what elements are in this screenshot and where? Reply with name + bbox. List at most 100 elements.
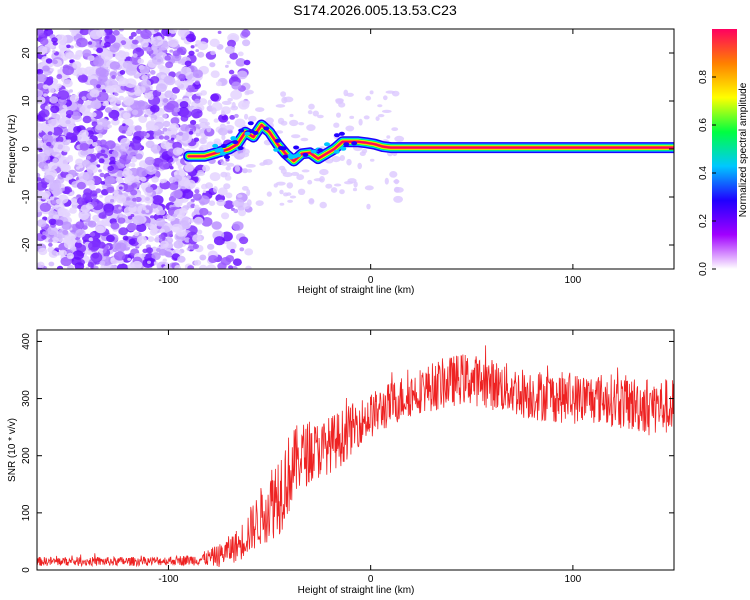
noise-blob xyxy=(52,158,59,163)
noise-blob xyxy=(178,73,186,81)
noise-blob xyxy=(279,202,285,206)
noise-blob xyxy=(275,181,286,186)
noise-blob xyxy=(116,100,121,105)
noise-blob xyxy=(145,247,153,254)
noise-blob xyxy=(62,186,72,195)
noise-blob xyxy=(159,179,165,184)
noise-blob xyxy=(44,174,55,183)
noise-blob xyxy=(145,186,154,193)
noise-blob xyxy=(133,231,140,237)
noise-blob xyxy=(190,198,195,203)
noise-blob xyxy=(88,69,96,75)
noise-blob xyxy=(72,250,84,260)
noise-blob xyxy=(213,186,218,193)
noise-blob xyxy=(79,29,90,36)
noise-blob xyxy=(150,44,159,51)
signal-blob xyxy=(333,149,340,154)
snr-y-axis-label: SNR (10 * v/v) xyxy=(7,418,18,482)
colorbar-ticks: 0.0 0.2 0.4 0.6 0.8 xyxy=(698,70,716,276)
noise-blob xyxy=(37,219,47,228)
noise-blob xyxy=(230,105,239,111)
noise-blob xyxy=(96,91,109,102)
noise-blob xyxy=(47,120,52,124)
noise-blob xyxy=(96,164,101,168)
noise-blob xyxy=(245,164,256,168)
noise-blob xyxy=(291,171,300,176)
noise-blob xyxy=(185,85,195,93)
noise-blob xyxy=(62,229,69,235)
noise-blob xyxy=(97,133,103,139)
noise-blob xyxy=(37,121,41,128)
signal-blob xyxy=(212,143,219,148)
noise-blob xyxy=(173,171,178,175)
noise-blob xyxy=(60,163,71,173)
noise-blob xyxy=(48,238,53,243)
noise-blob xyxy=(194,189,200,194)
signal-blob xyxy=(273,147,280,152)
noise-blob xyxy=(106,234,115,243)
noise-blob xyxy=(369,90,374,95)
colorbar-tick-label: 0.4 xyxy=(698,166,709,180)
noise-blob xyxy=(132,215,145,226)
noise-blob xyxy=(162,120,171,128)
noise-blob xyxy=(162,127,168,132)
signal-blob xyxy=(263,126,270,131)
noise-blob xyxy=(393,179,400,184)
y-tick-label: 400 xyxy=(21,333,32,350)
noise-blob xyxy=(194,80,200,85)
noise-blob xyxy=(118,29,124,32)
noise-blob xyxy=(110,265,117,269)
noise-blob xyxy=(291,134,301,139)
noise-blob xyxy=(307,110,313,115)
noise-blob xyxy=(366,203,371,210)
noise-blob xyxy=(194,98,201,104)
noise-blob xyxy=(358,118,363,126)
colorbar-gradient xyxy=(712,29,737,269)
noise-blob xyxy=(170,94,178,100)
noise-blob xyxy=(88,240,100,251)
noise-blob xyxy=(75,50,84,57)
noise-blob xyxy=(218,114,229,123)
y-tick-label: 0 xyxy=(21,567,32,573)
noise-blob xyxy=(158,209,166,216)
noise-blob xyxy=(162,114,168,119)
noise-blob xyxy=(197,51,205,58)
snr-series xyxy=(37,345,674,568)
noise-blob xyxy=(163,135,170,141)
y-tick-label: 10 xyxy=(21,95,32,107)
noise-blob xyxy=(125,66,137,76)
noise-blob xyxy=(137,100,145,107)
noise-blob xyxy=(169,123,180,132)
signal-blob xyxy=(230,136,237,141)
spectrogram-x-axis-label: Height of straight line (km) xyxy=(298,285,415,296)
noise-blob xyxy=(225,64,229,68)
noise-blob xyxy=(136,235,147,245)
noise-blob xyxy=(67,139,72,143)
noise-blob xyxy=(241,186,249,191)
noise-blob xyxy=(234,118,246,128)
noise-blob xyxy=(226,162,235,167)
noise-blob xyxy=(172,189,183,199)
noise-blob xyxy=(241,102,248,108)
signal-blob xyxy=(302,152,309,157)
noise-blob xyxy=(57,69,62,73)
noise-blob xyxy=(151,125,159,132)
noise-blob xyxy=(223,200,235,210)
noise-blob xyxy=(151,176,159,183)
noise-blob xyxy=(195,49,199,53)
noise-blob xyxy=(43,93,48,97)
noise-blob xyxy=(146,46,152,52)
noise-blob xyxy=(45,58,53,64)
noise-blob xyxy=(100,149,106,154)
noise-blob xyxy=(137,58,144,64)
noise-blob xyxy=(79,143,90,151)
noise-blob xyxy=(281,96,288,104)
noise-blob xyxy=(47,131,53,136)
noise-blob xyxy=(64,235,71,241)
noise-blob xyxy=(237,51,244,57)
noise-blob xyxy=(217,30,222,34)
noise-blob xyxy=(82,49,92,57)
noise-blob xyxy=(217,262,227,269)
noise-blob xyxy=(198,98,208,106)
noise-blob xyxy=(95,145,102,151)
